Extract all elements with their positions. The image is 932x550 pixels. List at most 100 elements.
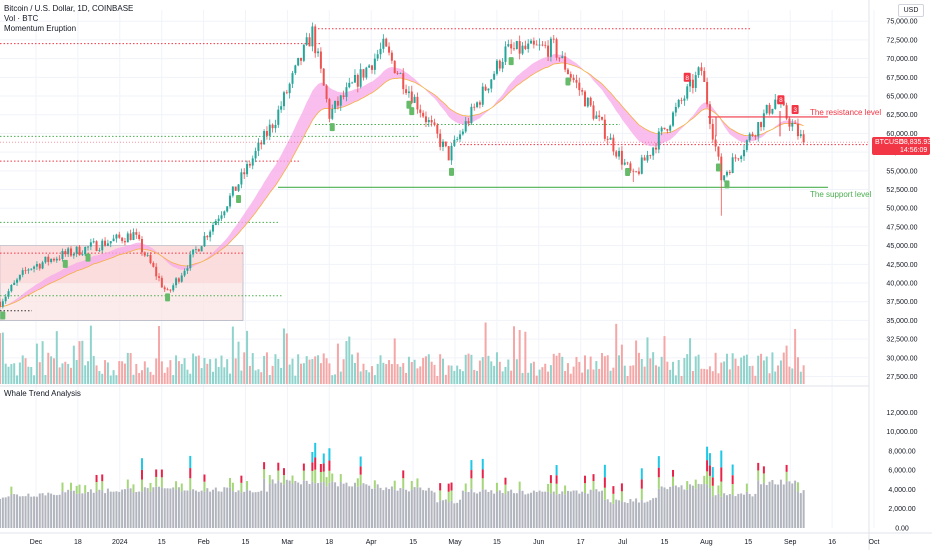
- whale-bar-red: [140, 469, 143, 480]
- whale-bar: [731, 495, 734, 528]
- volume-bar: [703, 368, 706, 384]
- symbol-legend[interactable]: Bitcoin / U.S. Dollar, 1D, COINBASE: [4, 4, 134, 13]
- resistance-label: The resistance level: [810, 107, 882, 117]
- whale-bar: [385, 487, 388, 528]
- candle-body: [643, 157, 646, 161]
- whale-bar: [18, 496, 21, 528]
- whale-bar: [405, 489, 408, 528]
- whale-bar-green: [282, 474, 285, 485]
- candle-body: [121, 237, 124, 242]
- volume-bar: [342, 359, 345, 384]
- whale-bar: [396, 490, 399, 528]
- whale-bar: [785, 481, 788, 528]
- candle-body: [214, 220, 217, 225]
- whale-bar-green: [325, 477, 328, 487]
- volume-bar: [143, 361, 146, 384]
- volume-bar: [725, 353, 728, 384]
- whale-bar-green: [61, 482, 64, 492]
- whale-bar: [430, 490, 433, 528]
- candle-body: [493, 73, 496, 80]
- candle-body: [447, 146, 450, 161]
- candle-body: [220, 215, 223, 219]
- whale-bar: [708, 487, 711, 528]
- whale-bar: [530, 492, 533, 528]
- whale-bar-green: [583, 483, 586, 494]
- candle-body: [118, 234, 121, 238]
- whale-bar: [280, 482, 283, 528]
- volume-bar: [362, 363, 365, 384]
- volume-bar: [532, 361, 535, 384]
- candle-body: [13, 282, 16, 285]
- volume-legend[interactable]: Vol · BTC: [4, 14, 39, 23]
- volume-bar: [282, 328, 285, 384]
- whale-bar: [728, 494, 731, 528]
- whale-bar: [504, 494, 507, 528]
- whale-bar: [623, 502, 626, 528]
- volume-bar: [109, 375, 112, 384]
- candle-body: [700, 67, 703, 71]
- volume-bar: [75, 359, 78, 384]
- whale-bar: [669, 486, 672, 528]
- whale-bar-red: [277, 462, 280, 471]
- lower-pane-title[interactable]: Whale Trend Analysis: [4, 389, 81, 398]
- whale-bar: [50, 493, 53, 528]
- volume-bar: [359, 371, 362, 384]
- whale-bar-green: [603, 487, 606, 500]
- whale-bar-green: [720, 481, 723, 497]
- whale-bar: [677, 487, 680, 528]
- volume-bar: [268, 375, 271, 384]
- price-axis-label: 27,500.00: [886, 374, 917, 381]
- volume-bar: [123, 363, 126, 384]
- price-axis-label: 50,000.00: [886, 206, 917, 213]
- whale-bar-red: [481, 469, 484, 479]
- volume-bar: [697, 354, 700, 384]
- whale-bar-green: [291, 475, 294, 484]
- volume-bar: [38, 362, 41, 384]
- whale-bar-cyan: [359, 456, 362, 467]
- candle-body: [518, 41, 521, 54]
- whale-bar-green: [246, 481, 249, 490]
- candle-body: [788, 118, 791, 127]
- whale-bar: [663, 487, 666, 528]
- candle-body: [356, 74, 359, 87]
- whale-bar: [217, 491, 220, 528]
- volume-bar: [737, 365, 740, 384]
- candle-body: [277, 109, 280, 125]
- indicator-legend[interactable]: Momentum Eruption: [4, 24, 77, 33]
- volume-bar: [285, 333, 288, 384]
- whale-bar: [314, 483, 317, 528]
- candle-body: [126, 233, 129, 243]
- last-price-tag: BTCUSD 58,835.93 14:56:09: [872, 137, 931, 156]
- whale-bar: [564, 494, 567, 528]
- volume-bar: [365, 369, 368, 384]
- whale-bar: [490, 490, 493, 528]
- whale-bar: [794, 480, 797, 528]
- volume-bar: [175, 355, 178, 384]
- whale-bar: [575, 490, 578, 528]
- candle-body: [390, 52, 393, 61]
- currency-button[interactable]: USD: [898, 4, 924, 17]
- volume-bar: [257, 369, 260, 384]
- whale-bar: [711, 496, 714, 528]
- time-axis-label: Dec: [30, 539, 43, 546]
- volume-bar: [723, 361, 726, 384]
- volume-bar: [231, 326, 234, 384]
- candle-body: [461, 131, 464, 135]
- support-label: The support level: [810, 190, 872, 200]
- whale-bar: [359, 485, 362, 528]
- volume-bar: [652, 352, 655, 384]
- candle-body: [348, 82, 351, 88]
- whale-bar: [615, 499, 618, 528]
- volume-bar: [754, 375, 757, 384]
- whale-bar: [0, 498, 1, 528]
- volume-bar: [243, 352, 246, 384]
- volume-bar: [67, 363, 70, 384]
- candle-body: [708, 104, 711, 124]
- whale-bar-green: [373, 480, 376, 489]
- candle-body: [217, 218, 220, 221]
- candle-body: [422, 112, 425, 117]
- candle-body: [691, 79, 694, 88]
- buy-signal-marker: [724, 180, 730, 189]
- volume-bar: [163, 372, 166, 384]
